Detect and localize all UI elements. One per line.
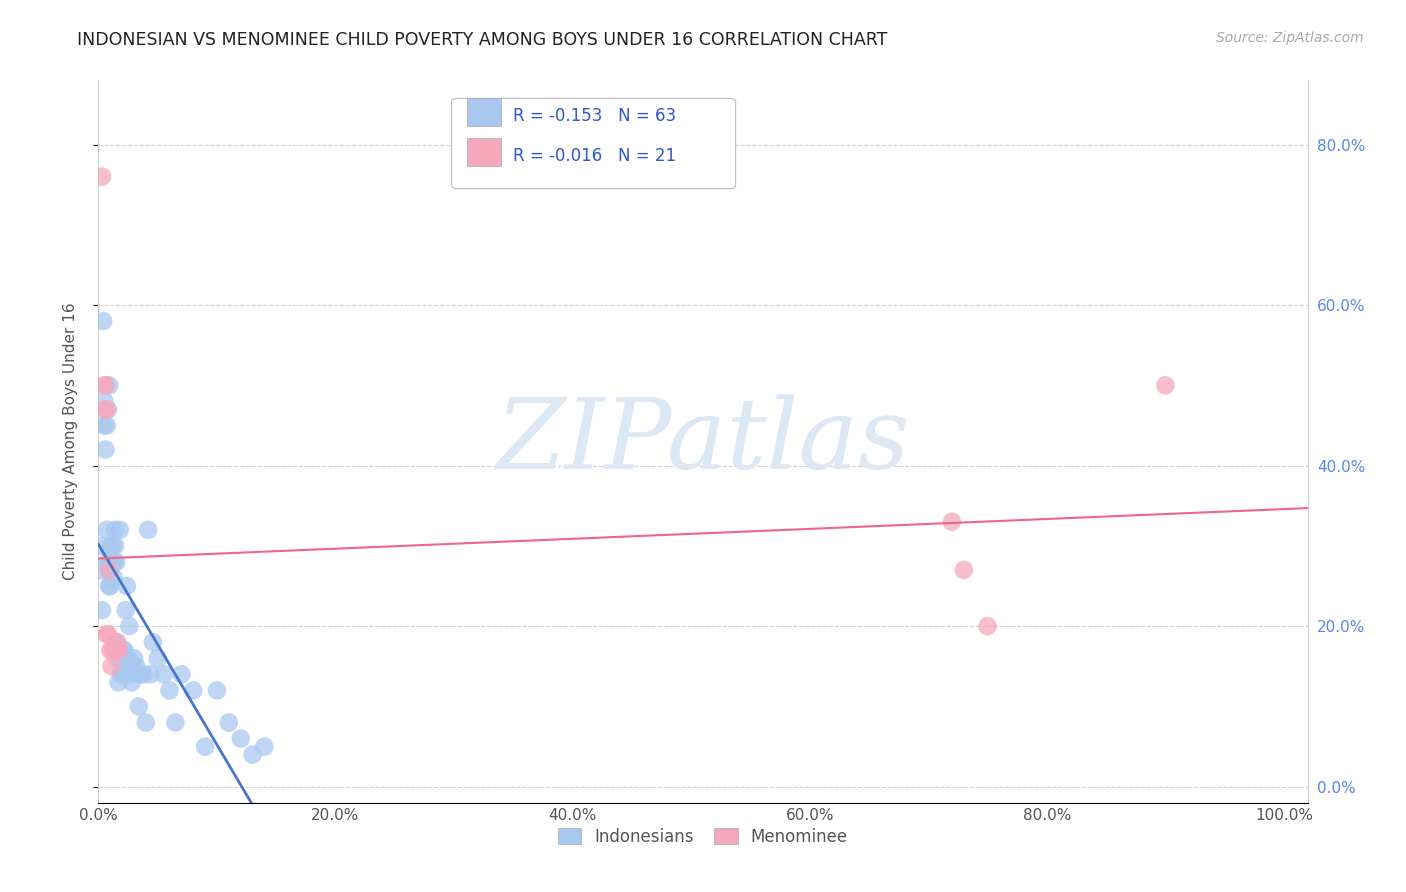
Point bbox=[105, 643, 128, 657]
Point bbox=[117, 651, 139, 665]
Point bbox=[94, 378, 117, 392]
FancyBboxPatch shape bbox=[451, 98, 735, 189]
Point bbox=[98, 579, 121, 593]
Point bbox=[108, 523, 131, 537]
Point bbox=[139, 667, 162, 681]
Point bbox=[98, 378, 121, 392]
Point bbox=[128, 699, 150, 714]
Point bbox=[242, 747, 264, 762]
Point bbox=[121, 675, 143, 690]
Point bbox=[98, 563, 121, 577]
Point bbox=[125, 659, 148, 673]
Point bbox=[146, 651, 169, 665]
Point bbox=[205, 683, 228, 698]
Point bbox=[976, 619, 998, 633]
Point bbox=[100, 539, 122, 553]
Point bbox=[101, 643, 124, 657]
Point bbox=[103, 643, 125, 657]
Point bbox=[110, 667, 132, 681]
Point bbox=[114, 643, 136, 657]
Point bbox=[253, 739, 276, 754]
Point bbox=[218, 715, 240, 730]
Point bbox=[103, 571, 125, 585]
Point bbox=[90, 563, 112, 577]
Point bbox=[111, 667, 134, 681]
Point bbox=[952, 563, 974, 577]
Point bbox=[941, 515, 963, 529]
Point bbox=[111, 651, 134, 665]
Point bbox=[112, 643, 135, 657]
Point bbox=[93, 378, 115, 392]
Point bbox=[105, 643, 128, 657]
Point bbox=[100, 555, 122, 569]
Y-axis label: Child Poverty Among Boys Under 16: Child Poverty Among Boys Under 16 bbox=[63, 302, 77, 581]
Point bbox=[97, 402, 120, 417]
Point bbox=[194, 739, 217, 754]
Point bbox=[105, 651, 128, 665]
Point bbox=[101, 539, 124, 553]
Point bbox=[135, 715, 157, 730]
Point bbox=[105, 635, 128, 649]
Point bbox=[159, 683, 181, 698]
Point bbox=[122, 651, 145, 665]
Point bbox=[96, 523, 118, 537]
Point bbox=[96, 402, 118, 417]
Point bbox=[105, 555, 128, 569]
Point bbox=[104, 539, 127, 553]
Point bbox=[104, 523, 127, 537]
Point bbox=[96, 627, 118, 641]
Point bbox=[165, 715, 187, 730]
Point bbox=[121, 659, 143, 673]
Point bbox=[93, 394, 115, 409]
Point bbox=[105, 635, 128, 649]
Text: R = -0.016   N = 21: R = -0.016 N = 21 bbox=[513, 147, 676, 165]
Point bbox=[91, 169, 114, 184]
Point bbox=[229, 731, 252, 746]
Point bbox=[181, 683, 204, 698]
Point bbox=[1154, 378, 1177, 392]
Point bbox=[98, 579, 121, 593]
Text: INDONESIAN VS MENOMINEE CHILD POVERTY AMONG BOYS UNDER 16 CORRELATION CHART: INDONESIAN VS MENOMINEE CHILD POVERTY AM… bbox=[77, 31, 887, 49]
Point bbox=[91, 314, 114, 328]
Point bbox=[132, 667, 155, 681]
Text: ZIPatlas: ZIPatlas bbox=[496, 394, 910, 489]
Point bbox=[98, 563, 121, 577]
Point bbox=[93, 418, 115, 433]
Point bbox=[107, 675, 129, 690]
Point bbox=[100, 659, 122, 673]
Point bbox=[107, 643, 129, 657]
Bar bbox=[467, 138, 501, 166]
Point bbox=[120, 667, 142, 681]
Point bbox=[115, 579, 138, 593]
Point bbox=[103, 555, 125, 569]
Point bbox=[104, 643, 127, 657]
Point bbox=[91, 603, 114, 617]
Point bbox=[170, 667, 193, 681]
Point bbox=[91, 539, 114, 553]
Point bbox=[101, 555, 124, 569]
Bar bbox=[467, 98, 501, 126]
Point bbox=[129, 667, 152, 681]
Point bbox=[118, 619, 141, 633]
Point bbox=[114, 603, 136, 617]
Point bbox=[142, 635, 165, 649]
Point bbox=[96, 418, 118, 433]
Legend: Indonesians, Menominee: Indonesians, Menominee bbox=[551, 821, 855, 852]
Point bbox=[98, 643, 121, 657]
Text: Source: ZipAtlas.com: Source: ZipAtlas.com bbox=[1216, 31, 1364, 45]
Point bbox=[136, 523, 159, 537]
Point bbox=[98, 555, 121, 569]
Point bbox=[152, 667, 174, 681]
Point bbox=[97, 627, 120, 641]
Point bbox=[97, 555, 120, 569]
Text: R = -0.153   N = 63: R = -0.153 N = 63 bbox=[513, 107, 676, 125]
Point bbox=[94, 442, 117, 457]
Point bbox=[93, 402, 115, 417]
Point bbox=[98, 563, 121, 577]
